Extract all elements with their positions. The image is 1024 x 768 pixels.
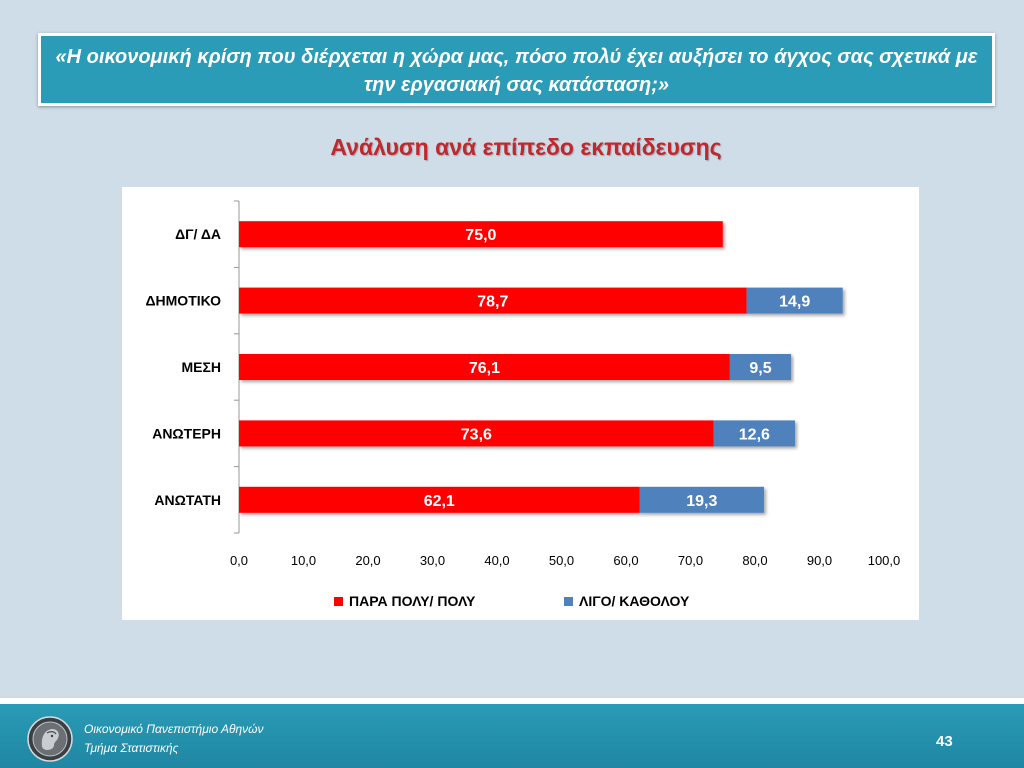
bar-segment [239,354,730,380]
data-label: 75,0 [465,227,496,244]
x-tick-label: 50,0 [549,553,574,568]
x-tick-label: 60,0 [613,553,638,568]
bar-segment [713,420,795,447]
legend-swatch [334,597,343,606]
footer-university-name: Οικονομικό Πανεπιστήμιο Αθηνών [84,722,264,736]
x-tick-label: 80,0 [742,553,767,568]
footer-department-name: Τμήμα Στατιστικής [84,741,179,755]
footer-divider [0,698,1024,704]
bar-segment [729,354,792,380]
x-tick-label: 10,0 [291,553,316,568]
category-label: ΑΝΩΤΑΤΗ [154,492,221,508]
bar-segment [239,420,714,447]
legend-label: ΛΙΓΟ/ ΚΑΘΟΛΟΥ [579,593,690,609]
footer-institution: Οικονομικό Πανεπιστήμιο Αθηνών Τμήμα Στα… [84,720,264,758]
data-label: 78,7 [477,294,508,311]
question-title: «Η οικονομική κρίση που διέρχεται η χώρα… [38,33,995,106]
chart-subtitle: Ανάλυση ανά επίπεδο εκπαίδευσης [330,134,722,160]
data-label: 19,3 [686,493,717,510]
university-logo-icon [27,716,73,762]
bar-segment [639,486,765,513]
x-tick-label: 0,0 [230,553,248,568]
x-tick-label: 90,0 [807,553,832,568]
data-label: 12,6 [739,426,770,443]
category-label: ΔΗΜΟΤΙΚΟ [145,293,221,309]
bar-segment [239,287,747,314]
footer-bar [0,704,1024,768]
x-tick-label: 30,0 [420,553,445,568]
legend-label: ΠΑΡΑ ΠΟΛΥ/ ΠΟΛΥ [349,593,476,609]
data-label: 73,6 [461,426,492,443]
category-label: ΑΝΩΤΕΡΗ [152,425,221,441]
bar-segment [746,287,843,314]
legend-swatch [564,597,573,606]
bar-segment [239,221,723,248]
data-label: 62,1 [424,493,455,510]
category-label: ΜΕΣΗ [181,359,221,375]
x-tick-label: 100,0 [868,553,901,568]
category-label: ΔΓ/ ΔΑ [175,226,221,242]
stacked-bar-chart: ΔΓ/ ΔΑ 75,0 ΔΗΜΟΤΙΚΟ 78,7 14,9 ΜΕΣΗ 76,1 9,5 ΑΝΩ… [145,200,901,609]
page-number: 43 [936,733,953,750]
x-tick-label: 20,0 [355,553,380,568]
x-tick-label: 70,0 [678,553,703,568]
data-label: 9,5 [749,360,771,377]
data-label: 76,1 [469,360,500,377]
x-tick-label: 40,0 [484,553,509,568]
chart-area: ΔΓ/ ΔΑ 75,0 ΔΗΜΟΤΙΚΟ 78,7 14,9 ΜΕΣΗ 76,1 9,5 ΑΝΩ… [122,187,919,620]
data-label: 14,9 [779,294,810,311]
bar-segment [239,486,640,513]
